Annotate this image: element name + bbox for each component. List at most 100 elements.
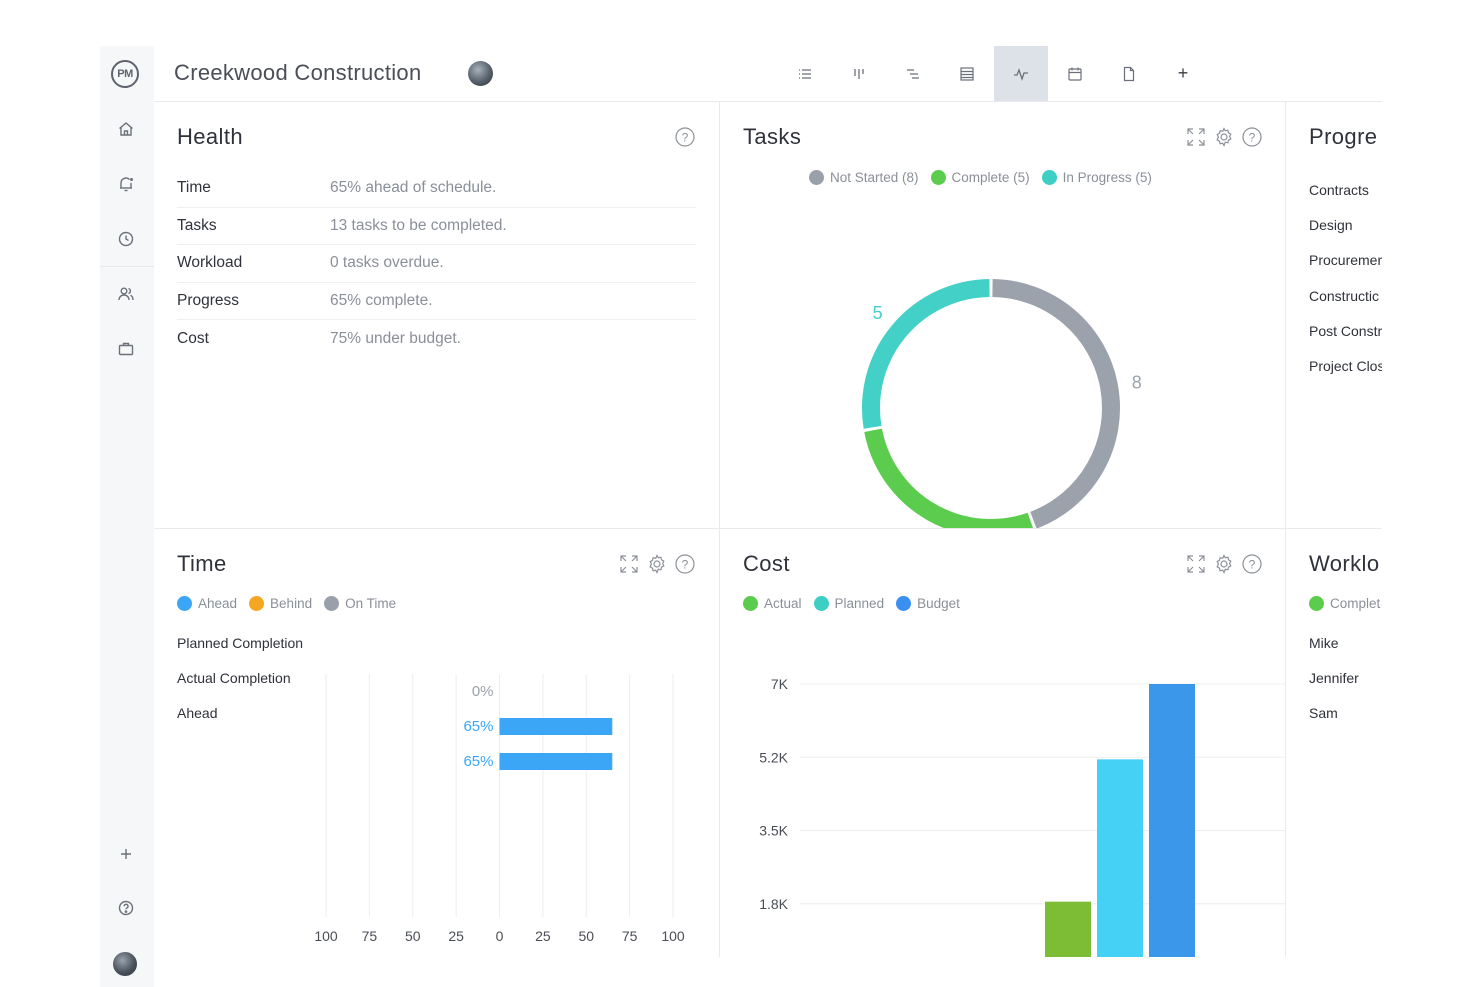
add-view-button[interactable]: + — [1156, 46, 1210, 101]
x-tick-label: 75 — [622, 928, 638, 944]
expand-icon[interactable] — [618, 553, 640, 575]
clock-icon[interactable] — [115, 228, 137, 250]
health-label: Tasks — [177, 216, 217, 234]
legend-label: Complete (5) — [951, 170, 1030, 185]
progress-item[interactable]: Design — [1309, 217, 1353, 234]
board-view-icon[interactable] — [832, 46, 886, 101]
legend-dot — [177, 596, 192, 611]
time-bar-chart: 100 75 50 25 0 25 50 75 100 0% 65% 65% — [314, 674, 685, 944]
x-tick-label: 0 — [496, 928, 504, 944]
legend-dot — [1309, 596, 1324, 611]
svg-text:?: ? — [1249, 558, 1256, 572]
health-value: 75% under budget. — [330, 329, 461, 347]
legend-dot — [896, 596, 912, 611]
help-icon[interactable]: ? — [1241, 126, 1263, 148]
health-title: Health — [177, 124, 243, 149]
legend-ahead[interactable]: Ahead — [177, 596, 237, 611]
time-row-label: Actual Completion — [177, 670, 291, 686]
legend-on-time[interactable]: On Time — [324, 596, 396, 611]
legend-label: Planned — [834, 596, 885, 611]
add-view-label: + — [1177, 63, 1189, 83]
legend-behind[interactable]: Behind — [249, 596, 312, 611]
dashboard-view-icon[interactable] — [994, 46, 1048, 101]
health-row-cost: Cost 75% under budget. — [177, 320, 696, 358]
gear-icon[interactable] — [646, 553, 668, 575]
person-name[interactable]: Sam — [1309, 705, 1338, 722]
notifications-icon[interactable] — [115, 173, 137, 195]
progress-item[interactable]: Contracts — [1309, 182, 1369, 198]
help-icon[interactable]: ? — [674, 126, 696, 148]
health-row-workload: Workload 0 tasks overdue. — [177, 245, 696, 283]
time-legend: Ahead Behind On Time — [177, 596, 396, 611]
expand-icon[interactable] — [1185, 553, 1207, 575]
legend-complete[interactable]: Complet — [1309, 596, 1380, 611]
user-avatar[interactable] — [113, 952, 137, 976]
person-name[interactable]: Jennifer — [1309, 670, 1359, 687]
legend-budget[interactable]: Budget — [896, 596, 960, 611]
progress-item[interactable]: Procuremer — [1309, 252, 1382, 269]
health-label: Progress — [177, 291, 240, 309]
workload-people: Mike Jennifer Sam — [1309, 635, 1359, 741]
donut-slice-complete — [864, 428, 1033, 528]
left-sidebar: PM — [100, 46, 154, 987]
pm-logo[interactable]: PM — [111, 60, 139, 88]
y-tick-label: 3.5K — [759, 823, 788, 839]
workload-title: Worklo — [1309, 551, 1380, 576]
people-icon[interactable] — [115, 283, 137, 305]
legend-label: In Progress (5) — [1062, 170, 1152, 185]
help-icon[interactable] — [115, 897, 137, 919]
sheet-view-icon[interactable] — [940, 46, 994, 101]
time-row-label: Ahead — [177, 705, 218, 721]
tasks-donut-chart: 8 5 5 — [862, 279, 1142, 528]
legend-complete[interactable]: Complete (5) — [930, 170, 1030, 185]
health-panel: Health ? Time 65% ahead of schedule. Tas… — [154, 102, 719, 528]
donut-label: 5 — [912, 526, 922, 528]
health-label: Time — [177, 179, 211, 197]
calendar-view-icon[interactable] — [1048, 46, 1102, 101]
app-window: PM Creekwood Construction — [100, 46, 1382, 987]
health-row-tasks: Tasks 13 tasks to be completed. — [177, 208, 696, 245]
progress-item[interactable]: Project Clos — [1309, 357, 1382, 374]
donut-slice-in-progress — [862, 279, 990, 429]
legend-label: Complet — [1330, 596, 1381, 611]
help-icon[interactable]: ? — [674, 553, 696, 575]
panel-divider — [719, 102, 720, 957]
legend-not-started[interactable]: Not Started (8) — [809, 170, 919, 185]
legend-dot — [813, 596, 829, 611]
gear-icon[interactable] — [1213, 126, 1235, 148]
person-name[interactable]: Mike — [1309, 635, 1339, 651]
home-icon[interactable] — [115, 118, 137, 140]
briefcase-icon[interactable] — [115, 338, 137, 360]
help-icon[interactable]: ? — [1241, 553, 1263, 575]
project-owner-avatar[interactable] — [468, 61, 493, 86]
expand-icon[interactable] — [1185, 126, 1207, 148]
x-tick-label: 100 — [314, 928, 338, 944]
add-icon[interactable] — [115, 843, 137, 865]
x-tick-label: 25 — [448, 928, 464, 944]
time-bar-label: 65% — [463, 718, 493, 735]
health-value: 0 tasks overdue. — [330, 254, 444, 272]
header-bar: Creekwood Construction — [154, 46, 1382, 102]
cost-bar-actual — [1045, 901, 1091, 957]
cost-bar-planned — [1097, 759, 1143, 957]
time-bar — [499, 753, 613, 770]
project-title[interactable]: Creekwood Construction — [174, 60, 422, 85]
legend-planned[interactable]: Planned — [813, 596, 885, 611]
progress-item[interactable]: Constructic — [1309, 287, 1380, 304]
gear-icon[interactable] — [1213, 553, 1235, 575]
gantt-view-icon[interactable] — [886, 46, 940, 101]
cost-title: Cost — [743, 551, 790, 576]
progress-title: Progre — [1309, 124, 1378, 149]
progress-item[interactable]: Post Constr — [1309, 322, 1382, 339]
legend-in-progress[interactable]: In Progress (5) — [1041, 170, 1152, 185]
health-value: 13 tasks to be completed. — [330, 216, 507, 234]
donut-label: 8 — [1132, 372, 1142, 392]
progress-panel: Progre Contracts Design Procuremer Const… — [1286, 102, 1382, 528]
legend-actual[interactable]: Actual — [743, 596, 802, 611]
health-label: Cost — [177, 329, 209, 347]
list-view-icon[interactable] — [778, 46, 832, 101]
document-view-icon[interactable] — [1102, 46, 1156, 101]
workload-panel: Worklo Complet Mike Jennifer Sam — [1286, 529, 1382, 957]
progress-list: Contracts Design Procuremer Constructic … — [1309, 182, 1382, 393]
